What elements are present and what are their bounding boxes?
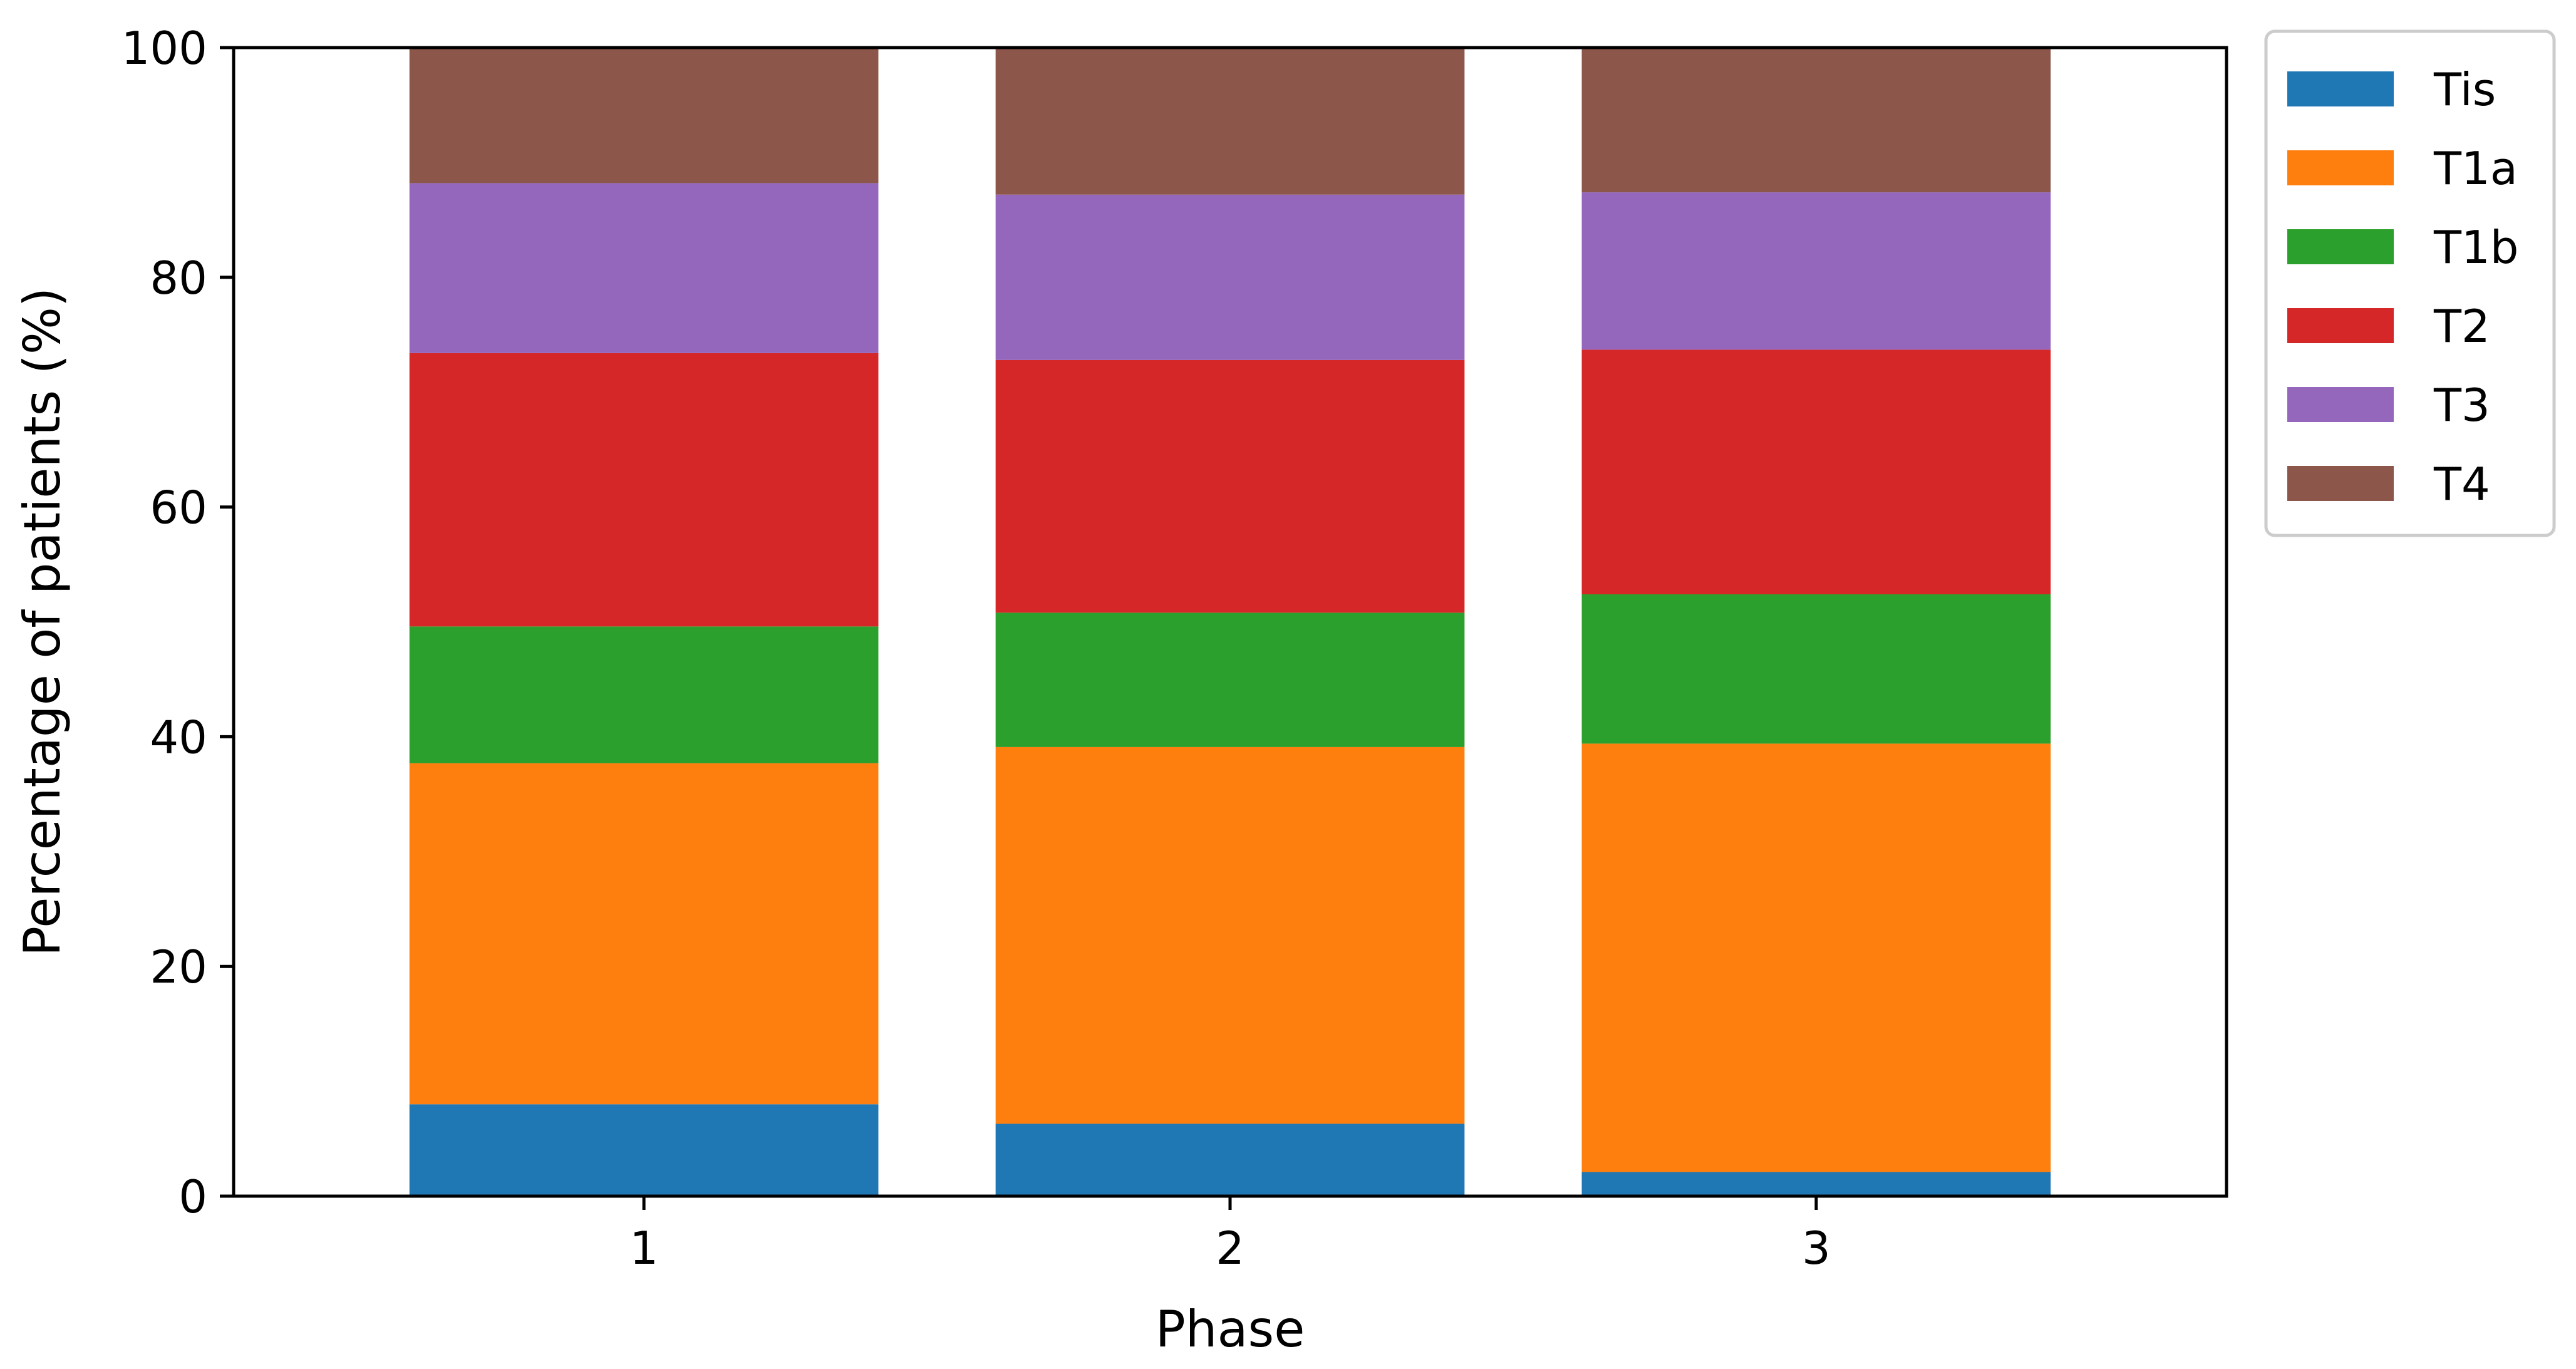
bar-t3-phase-2 xyxy=(995,194,1465,360)
bar-t3-phase-1 xyxy=(409,183,879,353)
bar-t4-phase-1 xyxy=(409,48,879,183)
x-axis-label: Phase xyxy=(1156,1300,1305,1358)
bar-t1a-phase-3 xyxy=(1581,743,2051,1172)
x-tick-label: 2 xyxy=(1216,1222,1244,1274)
legend-label-tis: Tis xyxy=(2433,63,2496,116)
bar-t1b-phase-3 xyxy=(1581,594,2051,744)
bar-t1a-phase-1 xyxy=(409,763,879,1105)
bar-t3-phase-3 xyxy=(1581,192,2051,350)
legend-label-t2: T2 xyxy=(2433,300,2490,353)
bar-t4-phase-2 xyxy=(995,48,1465,195)
bar-tis-phase-2 xyxy=(995,1124,1465,1196)
legend-label-t1a: T1a xyxy=(2433,142,2518,195)
x-tick-label: 3 xyxy=(1802,1222,1831,1274)
legend-swatch-t1b xyxy=(2287,229,2394,264)
legend-swatch-t4 xyxy=(2287,466,2394,501)
bar-t2-phase-1 xyxy=(409,353,879,627)
y-tick-label: 80 xyxy=(150,252,207,304)
bar-t4-phase-3 xyxy=(1581,48,2051,193)
bar-t2-phase-2 xyxy=(995,359,1465,613)
legend-label-t3: T3 xyxy=(2433,379,2490,431)
legend: Tis T1a T1b T2 T3 T4 xyxy=(2264,29,2556,537)
y-tick-label: 60 xyxy=(150,482,207,534)
bar-tis-phase-3 xyxy=(1581,1172,2051,1196)
y-tick-label: 0 xyxy=(178,1170,207,1223)
y-axis: 0 20 40 60 80 100 xyxy=(122,22,234,1223)
x-axis: 1 2 3 xyxy=(629,1196,1831,1274)
legend-swatch-t2 xyxy=(2287,308,2394,343)
legend-box xyxy=(2264,29,2556,537)
legend-swatch-tis xyxy=(2287,71,2394,106)
x-tick-label: 1 xyxy=(629,1222,658,1274)
bars-layer xyxy=(409,48,2051,1196)
bar-t1b-phase-2 xyxy=(995,612,1465,747)
bar-t1a-phase-2 xyxy=(995,746,1465,1124)
y-tick-label: 100 xyxy=(122,22,207,75)
bar-tis-phase-1 xyxy=(409,1104,879,1196)
bar-t2-phase-3 xyxy=(1581,349,2051,594)
legend-swatch-t3 xyxy=(2287,387,2394,422)
legend-swatch-t1a xyxy=(2287,150,2394,185)
bar-t1b-phase-1 xyxy=(409,626,879,763)
legend-label-t1b: T1b xyxy=(2433,221,2519,274)
legend-label-t4: T4 xyxy=(2433,458,2490,510)
y-tick-label: 40 xyxy=(150,711,207,763)
y-axis-label: Percentage of patients (%) xyxy=(13,287,71,956)
y-tick-label: 20 xyxy=(150,941,207,993)
